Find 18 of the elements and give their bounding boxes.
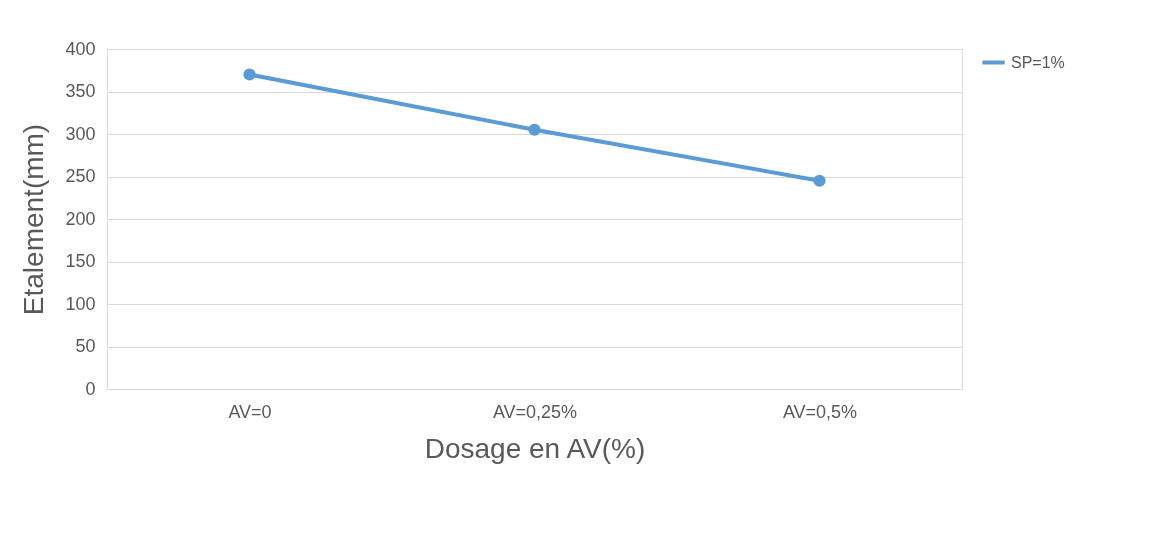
y-tick-label: 200 <box>65 208 96 229</box>
x-tick-label: AV=0 <box>228 401 272 422</box>
point <box>243 68 256 81</box>
point <box>528 123 541 136</box>
y-tick-label: 300 <box>65 123 96 144</box>
x-tick-label: AV=0,25% <box>492 401 578 422</box>
y-tick-label: 0 <box>85 378 96 399</box>
y-tick-label: 50 <box>75 336 96 356</box>
y-tick-label: 150 <box>65 251 96 271</box>
y-tick-label: 250 <box>65 166 96 186</box>
legend-label: SP=1% <box>1011 53 1065 71</box>
y-tick-label: 400 <box>65 38 96 59</box>
y-tick-label: 350 <box>65 81 96 101</box>
point <box>813 174 826 187</box>
x-axis-title: Dosage en AV(%) <box>424 432 646 464</box>
y-tick-label: 100 <box>65 293 96 314</box>
y-axis-title: Etalement(mm) <box>18 123 50 316</box>
x-tick-label: AV=0,5% <box>782 401 858 422</box>
